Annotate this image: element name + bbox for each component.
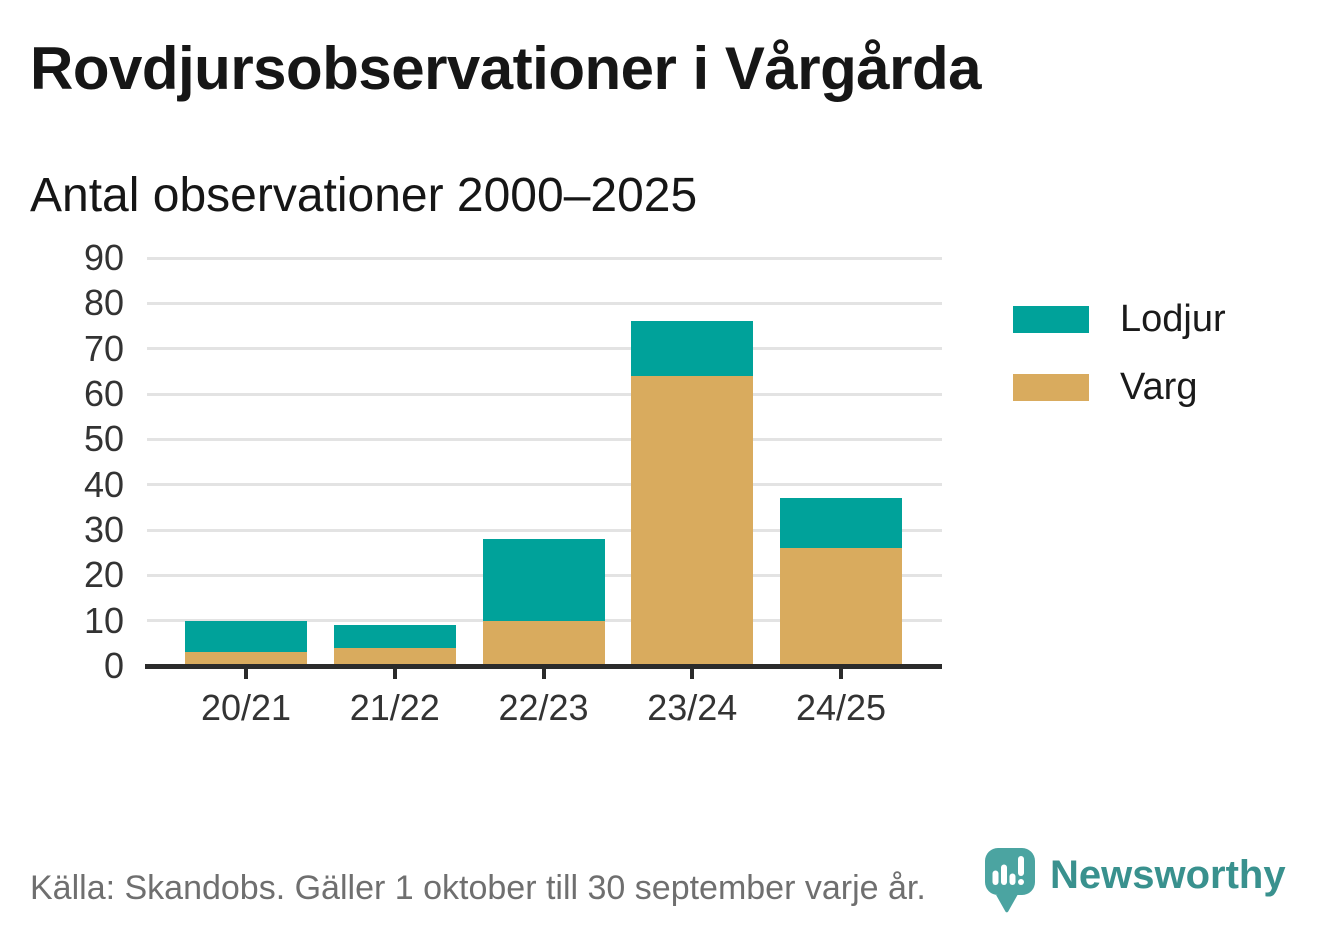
chart-title: Rovdjursobservationer i Vårgårda [30,35,981,102]
x-axis-label: 24/25 [795,687,887,728]
y-axis-label: 0 [103,645,124,686]
y-axis-label: 70 [83,327,124,369]
y-axis-label: 30 [83,509,124,550]
bar-segment-varg-4 [780,548,902,666]
y-axis-label: 20 [83,554,124,596]
gridline-40 [147,483,942,487]
bar-segment-lodjur-2 [482,539,605,621]
x-axis-label: 21/22 [349,687,440,728]
axis-baseline [145,663,942,669]
y-axis-label: 40 [83,463,124,505]
chart-subtitle: Antal observationer 2000–2025 [30,169,698,222]
y-axis-label: 50 [83,418,124,460]
legend-item-varg: Varg [1013,368,1226,406]
legend: Lodjur Varg [1013,300,1226,436]
bar-segment-varg-3 [631,375,754,666]
x-axis-label: 23/24 [647,687,738,728]
gridline-30 [147,528,942,532]
y-axis-label: 90 [83,237,124,278]
x-axis-label: 20/21 [200,687,292,728]
axis-tick-0 [244,666,248,679]
axis-tick-2 [541,666,546,679]
legend-label-varg: Varg [1120,366,1198,408]
brand-name: Newsworthy [1050,853,1286,897]
legend-item-lodjur: Lodjur [1013,300,1226,338]
legend-swatch-varg [1013,373,1089,401]
axis-tick-1 [392,666,397,679]
bar-segment-varg-1 [333,647,456,666]
gridline-60 [147,392,942,396]
bar-segment-lodjur-4 [780,498,902,549]
axis-tick-3 [690,666,695,679]
legend-label-lodjur: Lodjur [1120,298,1226,340]
y-axis-label: 60 [83,373,124,414]
legend-swatch-lodjur [1013,305,1089,333]
bar-segment-varg-0 [185,652,307,666]
gridline-80 [147,301,942,305]
gridline-90 [147,256,942,260]
y-axis-label: 10 [83,599,124,641]
bar-segment-lodjur-1 [333,625,456,648]
gridline-50 [147,437,942,441]
gridline-70 [147,347,942,351]
axis-tick-4 [839,666,843,679]
newsworthy-logo-icon [985,848,1035,913]
bar-segment-lodjur-3 [631,321,754,376]
y-axis-label: 80 [83,282,124,324]
x-axis-label: 22/23 [498,687,589,728]
source-note: Källa: Skandobs. Gäller 1 oktober till 3… [30,869,926,907]
bar-segment-varg-2 [482,620,605,666]
bar-segment-lodjur-0 [185,620,307,653]
